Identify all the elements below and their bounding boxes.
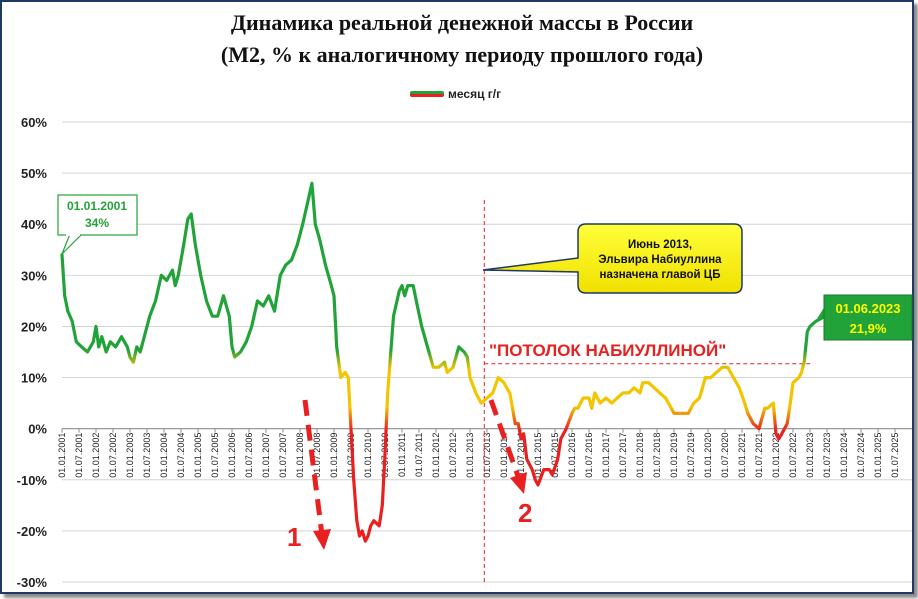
x-tick-label: 01.07.2021	[754, 433, 764, 478]
y-tick-label: 20%	[21, 319, 47, 334]
x-tick-label: 01.01.2025	[873, 433, 883, 478]
x-axis-ticks: 01.01.2001 01.07.2001 01.01.2002 01.07.2002…	[57, 428, 900, 478]
y-tick-label: 40%	[21, 217, 47, 232]
x-tick-label: 01.01.2007	[261, 433, 271, 478]
x-tick-label: 01.01.2004	[159, 433, 169, 478]
x-tick-label: 01.07.2023	[822, 433, 832, 478]
end-value-box: 01.06.2023 21,9%	[815, 294, 913, 341]
y-axis-ticks: 60% 50% 40% 30% 20% 10% 0% -10% -20% -30%	[17, 115, 48, 590]
chart-title-line1: Динамика реальной денежной массы в Росси…	[231, 10, 694, 35]
x-tick-label: 01.07.2024	[856, 433, 866, 478]
x-tick-label: 01.07.2005	[210, 433, 220, 478]
x-tick-label: 01.07.2018	[652, 433, 662, 478]
chart-title-line2: (М2, % к аналогичному периоду прошлого г…	[221, 42, 703, 67]
y-tick-label: 50%	[21, 166, 47, 181]
x-tick-label: 01.07.2006	[244, 433, 254, 478]
x-tick-label: 01.07.2016	[584, 433, 594, 478]
end-box-value: 21,9%	[850, 321, 887, 336]
arrow-2: 2	[488, 399, 532, 528]
x-tick-label: 01.07.2013	[482, 433, 492, 478]
y-tick-label: 30%	[21, 268, 47, 283]
x-tick-label: 01.01.2024	[839, 433, 849, 478]
x-tick-label: 01.07.2011	[414, 433, 424, 477]
callout-line1: Июнь 2013,	[628, 239, 692, 251]
x-tick-label: 01.01.2002	[91, 433, 101, 478]
x-tick-label: 01.07.2014	[516, 433, 526, 478]
x-tick-label: 01.01.2015	[533, 433, 543, 478]
x-tick-label: 01.07.2002	[108, 433, 118, 478]
x-tick-label: 01.07.2012	[448, 433, 458, 478]
x-tick-label: 01.01.2020	[703, 433, 713, 478]
x-tick-label: 01.01.2012	[431, 433, 441, 478]
x-tick-label: 01.07.2004	[176, 433, 186, 478]
x-tick-label: 01.07.2022	[788, 433, 798, 478]
x-tick-label: 01.07.2007	[278, 433, 288, 478]
x-tick-label: 01.01.2009	[329, 433, 339, 478]
x-tick-label: 01.07.2003	[142, 433, 152, 478]
y-tick-label: 0%	[28, 422, 47, 437]
x-tick-label: 01.01.2021	[737, 433, 747, 478]
x-tick-label: 01.07.2015	[550, 433, 560, 478]
x-tick-label: 01.07.2025	[890, 433, 900, 478]
y-tick-label: -30%	[17, 575, 48, 590]
arrow-1-label: 1	[287, 522, 301, 552]
x-tick-label: 01.01.2023	[805, 433, 815, 478]
x-tick-label: 01.01.2011	[397, 433, 407, 477]
x-tick-label: 01.07.2019	[686, 433, 696, 478]
x-tick-label: 01.07.2017	[618, 433, 628, 478]
gridlines	[62, 121, 912, 583]
x-tick-label: 01.07.2020	[720, 433, 730, 478]
x-tick-label: 01.01.2013	[465, 433, 475, 478]
x-tick-label: 01.01.2006	[227, 433, 237, 478]
y-tick-label: 10%	[21, 371, 47, 386]
x-tick-label: 01.01.2008	[295, 433, 305, 478]
x-tick-label: 01.07.2001	[74, 433, 84, 478]
x-tick-label: 01.01.2016	[567, 433, 577, 478]
y-tick-label: 60%	[21, 115, 47, 130]
legend-label: месяц г/г	[448, 87, 501, 101]
arrow-1: 1	[287, 399, 331, 552]
y-tick-label: -10%	[17, 473, 48, 488]
x-tick-label: 01.01.2014	[499, 433, 509, 478]
y-tick-label: -20%	[17, 524, 48, 539]
series-line-month-yoy	[60, 181, 826, 543]
end-box-date: 01.06.2023	[835, 301, 900, 316]
legend-swatch	[410, 91, 444, 97]
callout-line2: Эльвира Набиуллина	[598, 254, 722, 266]
x-tick-label: 01.01.2010	[363, 433, 373, 478]
start-box-value: 34%	[85, 216, 109, 230]
x-tick-label: 01.01.2018	[635, 433, 645, 478]
x-tick-label: 01.01.2017	[601, 433, 611, 478]
x-tick-label: 01.01.2022	[771, 433, 781, 478]
start-box-date: 01.01.2001	[67, 199, 127, 213]
x-tick-label: 01.01.2005	[193, 433, 203, 478]
arrow-2-label: 2	[518, 498, 532, 528]
x-tick-label: 01.01.2003	[125, 433, 135, 478]
x-tick-label: 01.07.2008	[312, 433, 322, 478]
start-value-box: 01.01.2001 34%	[57, 194, 138, 255]
callout-box: Июнь 2013, Эльвира Набиуллина назначена …	[482, 223, 743, 294]
x-tick-label: 01.01.2001	[57, 433, 67, 478]
ceiling-label: "ПОТОЛОК НАБИУЛЛИНОЙ"	[489, 341, 726, 360]
callout-line3: назначена главой ЦБ	[600, 269, 721, 281]
x-tick-label: 01.01.2019	[669, 433, 679, 478]
